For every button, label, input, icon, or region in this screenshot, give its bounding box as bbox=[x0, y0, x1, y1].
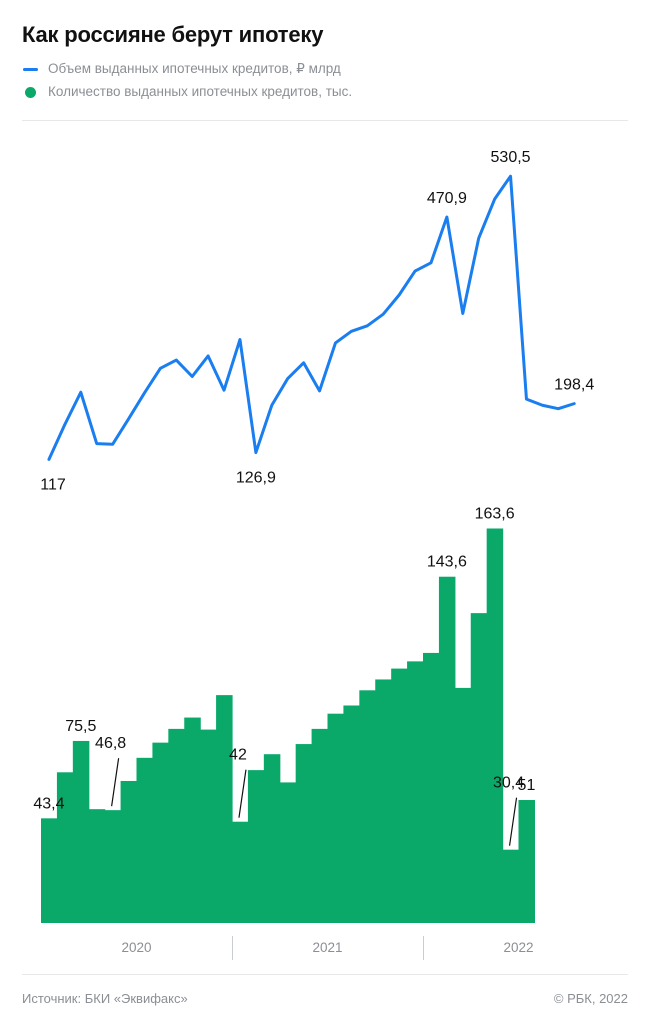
line-series bbox=[47, 174, 576, 461]
bar bbox=[72, 740, 90, 923]
chart-plot-area: 117 126,9 470,9 530,5 198,4 43,4 75,5 46,8 42 143… bbox=[0, 121, 650, 930]
bar bbox=[375, 679, 392, 923]
axis-year-label: 2020 bbox=[121, 940, 152, 955]
bar-value-label: 51 bbox=[518, 777, 536, 794]
bar-series bbox=[41, 528, 536, 923]
legend-item-count: Количество выданных ипотечных кредитов, … bbox=[22, 84, 628, 100]
bar bbox=[152, 742, 169, 923]
bar bbox=[391, 668, 408, 923]
bar bbox=[263, 753, 281, 923]
axis-divider bbox=[22, 974, 628, 975]
header-divider bbox=[22, 119, 628, 121]
dot-marker-icon bbox=[22, 87, 38, 99]
bar-value-label: 42 bbox=[229, 746, 247, 763]
copyright-label: © РБК, 2022 bbox=[553, 991, 628, 1006]
chart-legend: Объем выданных ипотечных кредитов, ₽ млр… bbox=[22, 61, 628, 100]
axis-tick-1 bbox=[232, 936, 233, 960]
bar bbox=[311, 728, 329, 923]
bar bbox=[295, 743, 313, 923]
bar bbox=[502, 849, 520, 923]
line-value-label: 117 bbox=[40, 476, 66, 493]
line-value-label: 198,4 bbox=[554, 376, 594, 393]
bar bbox=[56, 771, 74, 923]
axis-tick-2 bbox=[423, 936, 424, 960]
line-value-label: 126,9 bbox=[236, 469, 276, 486]
page-title: Как россияне берут ипотеку bbox=[22, 22, 324, 47]
bar bbox=[359, 689, 376, 923]
bar bbox=[200, 729, 217, 923]
bar bbox=[423, 652, 440, 923]
chart-header: Как россияне берут ипотеку Объем выданны… bbox=[0, 0, 650, 108]
legend-label-count: Количество выданных ипотечных кредитов, … bbox=[48, 84, 353, 100]
axis-year-label: 2021 bbox=[312, 940, 343, 955]
line-value-label: 470,9 bbox=[427, 190, 467, 207]
source-label: Источник: БКИ «Эквифакс» bbox=[22, 991, 188, 1006]
bar bbox=[438, 576, 456, 923]
chart-footer: Источник: БКИ «Эквифакс» © РБК, 2022 bbox=[0, 975, 650, 1024]
bar bbox=[407, 661, 424, 923]
leader-line bbox=[111, 757, 120, 806]
bar-value-label: 30,4 bbox=[493, 774, 524, 791]
bar bbox=[216, 694, 233, 923]
bar bbox=[104, 809, 122, 923]
bar bbox=[168, 728, 185, 923]
line-marker-icon bbox=[22, 67, 38, 71]
bar bbox=[470, 612, 488, 923]
bar bbox=[120, 780, 138, 923]
legend-item-volume: Объем выданных ипотечных кредитов, ₽ млр… bbox=[22, 61, 628, 77]
bar-value-label: 46,8 bbox=[95, 735, 126, 752]
bar bbox=[454, 687, 472, 923]
bar bbox=[136, 757, 154, 923]
bar bbox=[88, 808, 106, 923]
chart-canvas: 117 126,9 470,9 530,5 198,4 43,4 75,546,8 42 143… bbox=[33, 149, 594, 923]
line-value-label: 530,5 bbox=[491, 149, 531, 166]
bar bbox=[327, 713, 345, 923]
bar bbox=[184, 717, 201, 923]
leader-line bbox=[238, 769, 247, 818]
bar bbox=[343, 705, 360, 923]
axis-year-label: 2022 bbox=[503, 940, 534, 955]
bar-value-label: 163,6 bbox=[475, 505, 515, 522]
bar-value-label: 75,5 bbox=[65, 718, 96, 735]
bar bbox=[41, 818, 58, 923]
bar bbox=[232, 821, 249, 923]
bar bbox=[247, 769, 265, 923]
legend-label-volume: Объем выданных ипотечных кредитов, ₽ млр… bbox=[48, 61, 341, 77]
x-axis: 2020 2021 2022 bbox=[22, 930, 628, 974]
bar bbox=[486, 528, 504, 923]
bar bbox=[279, 782, 297, 923]
bar-value-label: 143,6 bbox=[427, 553, 467, 570]
leader-line bbox=[508, 797, 518, 846]
bar-value-label: 43,4 bbox=[33, 795, 64, 812]
bar bbox=[518, 799, 536, 923]
